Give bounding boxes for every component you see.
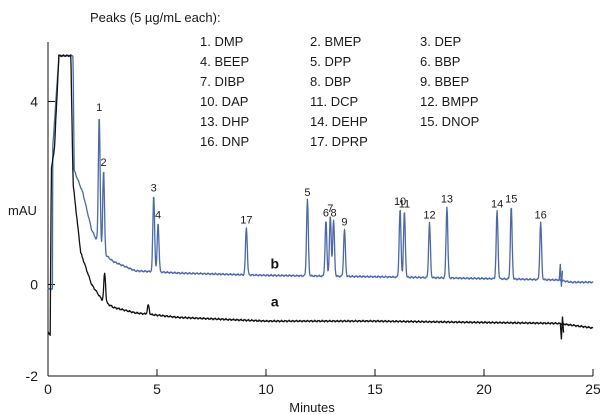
peak-label: 7 <box>327 203 333 215</box>
legend-entry: 7. DIBP <box>200 74 245 89</box>
peak-label: 5 <box>304 187 310 199</box>
peak-label: 13 <box>441 194 453 206</box>
trace-a-artifact <box>559 316 565 340</box>
x-tick-label: 20 <box>476 381 492 397</box>
legend-entries: 1. DMP 4. BEEP 7. DIBP 10. DAP 13. DHP 16. DN… <box>200 34 479 149</box>
legend: Peaks (5 µg/mL each): 1. DMP 4. BEEP 7. DI… <box>90 10 479 149</box>
legend-entry: 16. DNP <box>200 134 249 149</box>
legend-entry: 8. DBP <box>310 74 351 89</box>
trace-label-b: b <box>270 255 279 271</box>
x-tick-label: 0 <box>44 381 52 397</box>
legend-entry: 2. BMEP <box>310 34 361 49</box>
legend-entry: 4. BEEP <box>200 54 249 69</box>
x-tick-label: 10 <box>258 381 274 397</box>
peak-label: 6 <box>323 207 329 219</box>
legend-entry: 15. DNOP <box>420 114 479 129</box>
trace-label-a: a <box>271 293 279 309</box>
peak-label: 11 <box>399 198 410 210</box>
peak-label: 3 <box>151 182 157 194</box>
x-axis-label: Minutes <box>289 400 335 414</box>
peak-label: 9 <box>341 217 347 229</box>
peak-label: 15 <box>505 194 517 206</box>
legend-entry: 1. DMP <box>200 34 243 49</box>
trace-a <box>47 54 594 336</box>
legend-entry: 9. BBEP <box>420 74 469 89</box>
y-axis-label: mAU <box>8 203 37 218</box>
y-tick-label: 0 <box>30 276 38 292</box>
peak-label: 12 <box>423 210 435 222</box>
legend-entry: 12. BMPP <box>420 94 479 109</box>
y-tick-label: 4 <box>30 93 38 109</box>
legend-entry: 17. DPRP <box>310 134 368 149</box>
peak-label: 2 <box>101 157 107 169</box>
axis-ticks: 0 5 10 15 20 25-204 <box>26 93 600 397</box>
y-tick-label: -2 <box>26 368 39 384</box>
trace-b <box>47 54 594 291</box>
x-tick-label: 25 <box>585 381 600 397</box>
legend-entry: 13. DHP <box>200 114 249 129</box>
trace-b-artifact <box>558 263 564 287</box>
traces <box>47 54 594 340</box>
x-tick-label: 5 <box>153 381 161 397</box>
peak-label: 10 <box>394 196 406 208</box>
peak-label: 8 <box>331 207 337 219</box>
peak-label: 16 <box>535 210 547 222</box>
legend-heading: Peaks (5 µg/mL each): <box>90 10 221 25</box>
legend-entry: 10. DAP <box>200 94 248 109</box>
peak-label: 1 <box>96 102 102 114</box>
peak-label: 14 <box>491 198 503 210</box>
legend-entry: 14. DEHP <box>310 114 368 129</box>
x-tick-label: 15 <box>367 381 383 397</box>
legend-entry: 3. DEP <box>420 34 461 49</box>
legend-entry: 6. BBP <box>420 54 460 69</box>
legend-entry: 5. DPP <box>310 54 351 69</box>
legend-entry: 11. DCP <box>310 94 358 109</box>
peak-label: 4 <box>155 210 161 222</box>
peak-label: 17 <box>240 214 252 226</box>
